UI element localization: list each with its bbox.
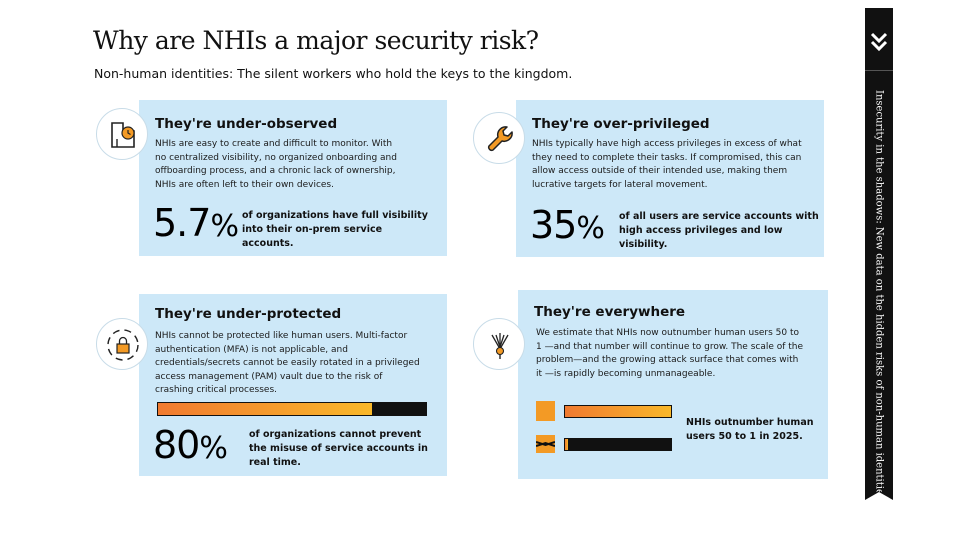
card-body: NHIs are easy to create and difficult to…	[155, 139, 397, 190]
side-tab[interactable]: Insecurity in the shadows: New data on t…	[865, 8, 893, 500]
progress-bar-fill	[158, 403, 373, 415]
page-subtitle: Non-human identities: The silent workers…	[94, 66, 573, 81]
card-heading: They're under-observed	[155, 116, 338, 132]
network-tree-icon	[473, 318, 525, 370]
stat-value: 35%	[530, 203, 605, 247]
card-everywhere: They're everywhere We estimate that NHIs…	[518, 290, 828, 479]
progress-bar	[157, 402, 427, 416]
card-heading: They're over-privileged	[532, 116, 710, 132]
human-bar	[564, 438, 672, 451]
card-under-protected: They're under-protected NHIs cannot be p…	[139, 294, 447, 476]
stat-description: of all users are service accounts with h…	[619, 211, 819, 250]
card-heading: They're under-protected	[155, 306, 342, 322]
page-title: Why are NHIs a major security risk?	[93, 26, 539, 55]
nhi-bar	[564, 405, 672, 418]
padlock-icon	[96, 318, 148, 370]
stat-description: NHIs outnumber human users 50 to 1 in 20…	[686, 417, 814, 442]
side-tab-notch	[865, 492, 893, 500]
card-body: We estimate that NHIs now outnumber huma…	[536, 328, 804, 379]
chevron-down-double-icon	[870, 32, 888, 52]
card-over-privileged: They're over-privileged NHIs typically h…	[516, 100, 824, 257]
nhi-bar-fill	[565, 406, 671, 417]
card-body: NHIs cannot be protected like human user…	[155, 331, 420, 395]
stat-value: 80%	[153, 423, 228, 467]
wrench-icon	[473, 112, 525, 164]
stat-description: of organizations cannot prevent the misu…	[249, 429, 428, 468]
nhi-square-icon	[536, 401, 555, 421]
human-bar-fill	[565, 439, 569, 450]
stat-value: 5.7%	[153, 201, 239, 245]
human-hourglass-icon	[536, 435, 555, 453]
card-under-observed: They're under-observed NHIs are easy to …	[139, 100, 447, 256]
floor-plan-clock-icon	[96, 108, 148, 160]
stat-description: of organizations have full visibility in…	[242, 210, 428, 249]
side-tab-divider	[865, 70, 893, 71]
side-tab-text: Insecurity in the shadows: New data on t…	[873, 90, 885, 501]
card-body: NHIs typically have high access privileg…	[532, 139, 802, 190]
card-heading: They're everywhere	[534, 304, 686, 320]
